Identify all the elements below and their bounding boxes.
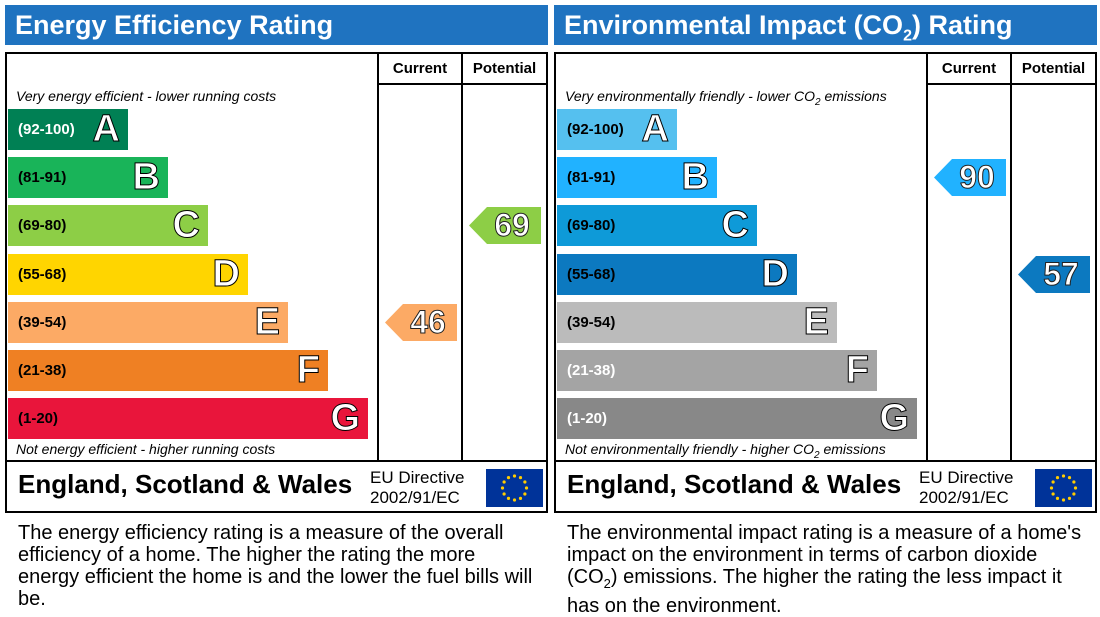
band-letter: C [721, 204, 749, 247]
band-letter: G [330, 397, 361, 440]
environmental-impact-chart: Current Potential Very environmentally f… [554, 52, 1097, 513]
directive-line-2: 2002/91/EC [370, 488, 460, 507]
title-text-end: ) Rating [911, 10, 1013, 40]
top-note-subscript: 2 [815, 96, 821, 108]
top-note: Very environmentally friendly - lower CO… [565, 88, 887, 108]
potential-column-header: Potential [472, 60, 537, 77]
energy-efficiency-chart: Current Potential Very energy efficient … [5, 52, 548, 513]
potential-rating-arrow: 69 [469, 207, 541, 245]
column-divider [1010, 54, 1012, 461]
band-range-label: (81-91) [567, 169, 616, 187]
band-range-label: (69-80) [18, 217, 67, 235]
band-d: (55-68) D [557, 252, 797, 295]
directive-line-1: EU Directive [370, 468, 465, 487]
current-rating-arrow: 90 [934, 159, 1006, 197]
directive-line-1: EU Directive [919, 468, 1014, 487]
footer-divider [556, 460, 1095, 462]
environmental-impact-title: Environmental Impact (CO2) Rating [554, 5, 1097, 45]
current-column-header: Current [392, 60, 448, 77]
band-g: (1-20) G [8, 397, 368, 440]
eu-flag-icon [486, 469, 543, 507]
band-d: (55-68) D [8, 252, 248, 295]
band-a: (92-100) A [557, 108, 677, 150]
band-c: (69-80) C [557, 204, 757, 247]
band-b: (81-91) B [8, 156, 168, 199]
header-divider [379, 83, 548, 85]
band-a: (92-100) A [8, 108, 128, 150]
band-letter: G [879, 397, 910, 440]
column-divider [377, 54, 379, 461]
bottom-note-end: emissions [819, 441, 886, 457]
band-letter: B [681, 156, 709, 199]
band-f: (21-38) F [557, 349, 877, 391]
column-divider [461, 54, 463, 461]
band-range-label: (39-54) [18, 313, 67, 331]
bottom-note-subscript: 2 [814, 449, 820, 461]
band-letter: D [212, 252, 240, 295]
band-letter: A [641, 108, 669, 150]
environmental-description: The environmental impact rating is a mea… [567, 522, 1087, 617]
current-column-header: Current [941, 60, 997, 77]
band-c: (69-80) C [8, 204, 208, 247]
country-label: England, Scotland & Wales [18, 469, 353, 499]
top-note: Very energy efficient - lower running co… [16, 88, 277, 104]
directive-line-2: 2002/91/EC [919, 488, 1009, 507]
eu-flag-icon [1035, 469, 1092, 507]
top-note-end: emissions [820, 88, 887, 104]
eu-directive-label: EU Directive 2002/91/EC [370, 468, 464, 508]
bottom-note: Not energy efficient - higher running co… [16, 441, 276, 457]
band-range-label: (39-54) [567, 313, 616, 331]
band-letter: B [132, 156, 160, 199]
band-letter: A [92, 108, 120, 150]
energy-description: The energy efficiency rating is a measur… [18, 522, 533, 610]
energy-efficiency-title: Energy Efficiency Rating [5, 5, 548, 45]
environmental-impact-panel: Environmental Impact (CO2) Rating Curren… [554, 0, 1097, 617]
title-text: Environmental Impact (CO [564, 10, 904, 40]
footer-divider [7, 460, 546, 462]
current-rating-arrow: 46 [385, 303, 457, 341]
band-letter: D [761, 252, 789, 295]
band-range-label: (69-80) [567, 217, 616, 235]
bottom-note: Not environmentally friendly - higher CO… [565, 441, 886, 461]
current-rating-value: 46 [410, 303, 447, 340]
column-divider [926, 54, 928, 461]
header-divider [928, 83, 1097, 85]
band-letter: E [803, 300, 829, 343]
band-range-label: (55-68) [18, 265, 67, 283]
band-letter: C [172, 204, 200, 247]
band-range-label: (92-100) [18, 121, 75, 138]
band-letter: E [254, 300, 280, 343]
bottom-note-text: Not environmentally friendly - higher CO [565, 441, 814, 457]
country-label: England, Scotland & Wales [567, 469, 902, 499]
band-range-label: (92-100) [567, 121, 624, 138]
band-letter: F [845, 349, 869, 391]
band-range-label: (1-20) [567, 410, 608, 428]
eu-directive-label: EU Directive 2002/91/EC [919, 468, 1013, 508]
band-range-label: (81-91) [18, 169, 67, 187]
potential-rating-value: 57 [1043, 255, 1080, 292]
current-rating-value: 90 [959, 159, 996, 196]
potential-rating-value: 69 [494, 207, 531, 244]
title-subscript: 2 [903, 27, 912, 45]
band-range-label: (55-68) [567, 265, 616, 283]
band-range-label: (1-20) [18, 410, 59, 428]
band-f: (21-38) F [8, 349, 328, 391]
band-e: (39-54) E [8, 300, 288, 343]
description-text: The environmental impact rating is a mea… [567, 522, 1082, 588]
top-note-text: Very environmentally friendly - lower CO [565, 88, 816, 104]
potential-rating-arrow: 57 [1018, 255, 1090, 293]
band-e: (39-54) E [557, 300, 837, 343]
band-b: (81-91) B [557, 156, 717, 199]
band-range-label: (21-38) [567, 362, 616, 379]
band-range-label: (21-38) [18, 362, 67, 379]
energy-efficiency-panel: Energy Efficiency Rating Current Potenti… [5, 0, 548, 616]
band-letter: F [296, 349, 320, 391]
description-text-end: ) emissions. The higher the rating the l… [567, 566, 1062, 617]
potential-column-header: Potential [1021, 60, 1086, 77]
band-g: (1-20) G [557, 397, 917, 440]
description-subscript: 2 [603, 576, 611, 591]
